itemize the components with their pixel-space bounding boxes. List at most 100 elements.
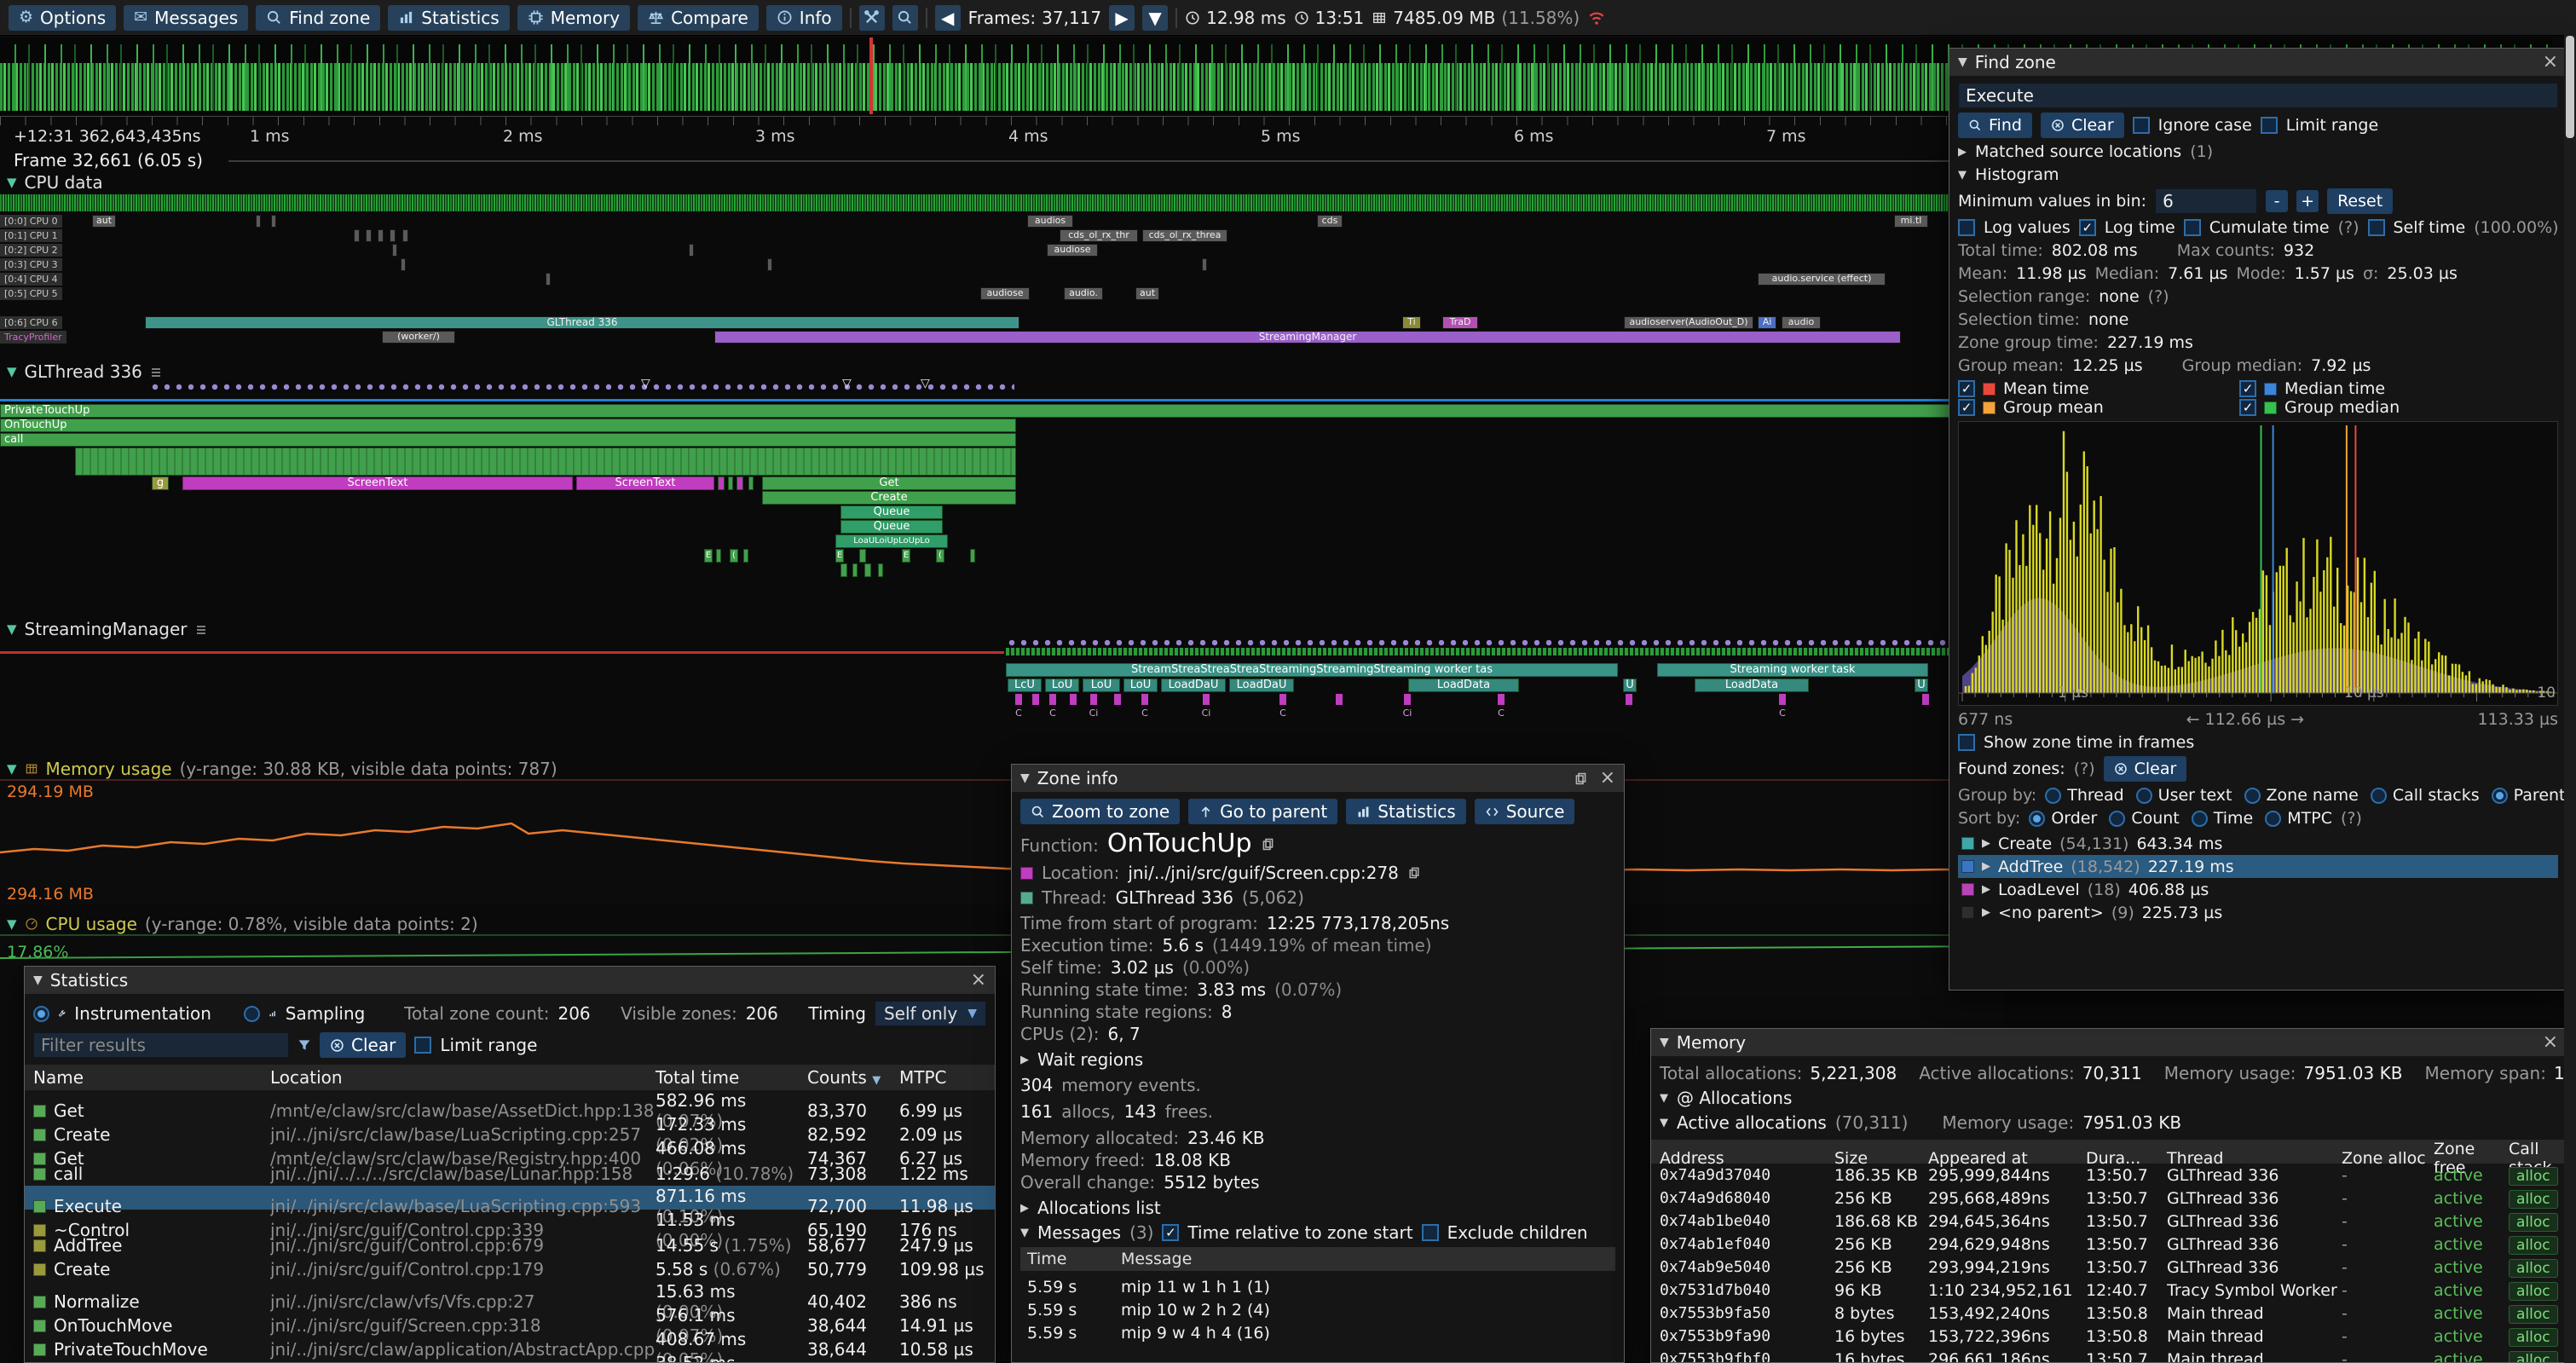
copy-icon[interactable] xyxy=(1574,771,1588,786)
alloc-callstack-button[interactable]: alloc xyxy=(2509,1259,2558,1278)
group-by-radio[interactable]: Thread xyxy=(2045,786,2123,805)
allocation-row[interactable]: 0x7553b9fa50 8 bytes 153,492,240ns 13:50… xyxy=(1651,1302,2567,1325)
expanded-arrow-icon[interactable]: ▼ xyxy=(1020,1227,1029,1239)
statistics-table-header[interactable]: Name Location Total time Counts ▼ MTPC xyxy=(25,1065,995,1090)
cpu-zone-segment[interactable] xyxy=(256,215,261,228)
tools-button[interactable] xyxy=(859,5,885,31)
go-to-parent-button[interactable]: Go to parent xyxy=(1188,799,1337,824)
min-bin-plus-button[interactable]: + xyxy=(2296,190,2319,212)
location-value[interactable]: jni/../jni/src/guif/Screen.cpp:278 xyxy=(1128,863,1399,883)
timeline-zone[interactable] xyxy=(878,563,883,577)
zoom-to-zone-button[interactable]: Zoom to zone xyxy=(1020,799,1180,824)
cpu-zone-segment[interactable] xyxy=(378,229,384,242)
cumulate-time-checkbox[interactable] xyxy=(2184,219,2201,236)
cpu-zone-segment[interactable]: audio. xyxy=(1064,287,1103,300)
frame-marker-icon[interactable]: ▽ xyxy=(921,377,930,390)
timeline-zone[interactable] xyxy=(736,476,743,490)
alloc-callstack-button[interactable]: alloc xyxy=(2509,1213,2558,1232)
scrollbar-thumb[interactable] xyxy=(2566,36,2574,138)
cpu-zone-segment[interactable]: TraD xyxy=(1442,316,1478,329)
statistics-row[interactable]: AddTree jni/../jni/src/guif/Control.cpp:… xyxy=(25,1233,995,1257)
collapse-arrow-icon[interactable]: ▼ xyxy=(33,973,43,987)
group-by-radio[interactable]: User text xyxy=(2136,786,2232,805)
messages-toggle-row[interactable]: ▼ Messages (3) Time relative to zone sta… xyxy=(1020,1222,1615,1243)
message-tick[interactable]: C xyxy=(1137,694,1152,723)
message-tick[interactable]: C xyxy=(1045,694,1060,723)
cpu-zone-segment[interactable]: aut xyxy=(92,215,116,228)
legend-checkbox[interactable] xyxy=(1958,399,1975,416)
message-tick[interactable]: Ci xyxy=(1400,694,1415,723)
timeline-zone[interactable]: ( xyxy=(936,549,944,563)
allocation-row[interactable]: 0x7553b9fbf0 16 bytes 296,661,186ns 13:5… xyxy=(1651,1348,2567,1363)
timeline-zone[interactable] xyxy=(743,549,748,563)
alloc-callstack-button[interactable]: alloc xyxy=(2509,1167,2558,1186)
ignore-case-checkbox[interactable] xyxy=(2133,117,2150,134)
close-icon[interactable]: × xyxy=(2543,53,2558,72)
legend-item[interactable]: Mean time xyxy=(1958,379,2239,398)
glthread-timeline[interactable]: ▽▽▽ PrivateTouchUpOnTouchUpcallgScreenTe… xyxy=(0,382,2003,583)
message-row[interactable]: 5.59 s mip 10 w 2 h 2 (4) xyxy=(1020,1298,1615,1321)
reset-button[interactable]: Reset xyxy=(2327,188,2393,214)
timeline-zone[interactable]: U xyxy=(1623,679,1637,692)
frame-marker-icon[interactable]: ▽ xyxy=(641,377,650,390)
close-icon[interactable]: × xyxy=(2543,1033,2558,1052)
cpu-zone-segment[interactable] xyxy=(366,229,372,242)
message-tick[interactable] xyxy=(1331,694,1347,723)
alloc-callstack-button[interactable]: alloc xyxy=(2509,1236,2558,1255)
timeline-zone[interactable] xyxy=(852,563,858,577)
cpu-zone-segment[interactable]: cds_ol_rx_threa xyxy=(1142,229,1227,242)
cpu-zone-segment[interactable]: audioserver(AudioOut_D) xyxy=(1624,316,1753,329)
memory-usage-graph[interactable]: 294.19 MB 294.16 MB xyxy=(0,779,2003,905)
collapse-arrow-icon[interactable]: ▼ xyxy=(7,175,17,190)
found-zone-group[interactable]: ▶ Create (54,131) 643.34 ms xyxy=(1958,832,2558,855)
vertical-scrollbar[interactable] xyxy=(2564,24,2576,1363)
streamingmanager-header[interactable]: ▼ StreamingManager xyxy=(7,619,207,639)
cpu-zone-segment[interactable]: (worker/) xyxy=(382,331,455,344)
timeline-zone[interactable]: E xyxy=(902,549,910,563)
timeline-zone[interactable]: U xyxy=(1915,679,1928,692)
sort-by-radio[interactable]: Count xyxy=(2109,809,2179,828)
alloc-callstack-button[interactable]: alloc xyxy=(2509,1282,2558,1301)
cpu-zone-segment[interactable] xyxy=(392,244,397,257)
timeline-zone[interactable]: LoaULoiUpLoUpLo xyxy=(835,534,948,548)
timeline-zone[interactable] xyxy=(728,476,733,490)
allocations-list-toggle[interactable]: ▶ Allocations list xyxy=(1020,1198,1615,1218)
timeline-zone[interactable]: Get xyxy=(762,476,1016,490)
cpu-zone-segment[interactable]: audio xyxy=(1782,316,1821,329)
timeline-zone[interactable]: E xyxy=(704,549,713,563)
statistics-button[interactable]: Statistics xyxy=(388,5,509,31)
collapsed-arrow-icon[interactable]: ▶ xyxy=(1982,906,1990,919)
legend-checkbox[interactable] xyxy=(1958,380,1975,397)
collapsed-arrow-icon[interactable]: ▶ xyxy=(1982,883,1990,896)
close-icon[interactable]: × xyxy=(1600,769,1615,788)
filter-funnel-icon[interactable] xyxy=(297,1038,311,1052)
memory-titlebar[interactable]: ▼ Memory × xyxy=(1651,1029,2567,1056)
timeline-zone[interactable] xyxy=(716,549,721,563)
collapse-arrow-icon[interactable]: ▼ xyxy=(1020,771,1030,785)
timeline-zone[interactable] xyxy=(840,563,847,577)
cpu-zone-segment[interactable]: audios xyxy=(1027,215,1073,228)
timeline-zone[interactable] xyxy=(75,448,1016,476)
cpu-data-header[interactable]: ▼ CPU data xyxy=(7,172,103,193)
messages-button[interactable]: ✉Messages xyxy=(124,5,248,31)
streaming-timeline[interactable]: StreamStreaStreaStreaStreamingStreamingS… xyxy=(0,639,2003,755)
column-counts[interactable]: Counts ▼ xyxy=(807,1067,899,1088)
column-location[interactable]: Location xyxy=(270,1067,656,1088)
log-values-checkbox[interactable] xyxy=(1958,219,1975,236)
histogram-toggle[interactable]: ▼Histogram xyxy=(1958,165,2558,184)
allocation-row[interactable]: 0x74a9d68040 256 KB 295,668,489ns 13:50.… xyxy=(1651,1187,2567,1210)
frame-label[interactable]: Frame 32,661 (6.05 s) xyxy=(14,150,203,170)
info-button[interactable]: Info xyxy=(766,5,842,31)
thread-options-icon[interactable] xyxy=(150,366,162,378)
statistics-row[interactable]: Execute jni/../jni/src/claw/base/LuaScri… xyxy=(25,1186,995,1210)
memory-button[interactable]: Memory xyxy=(517,5,630,31)
column-time[interactable]: Time xyxy=(1027,1250,1121,1268)
hint-icon[interactable]: (?) xyxy=(2341,809,2362,828)
cpu-zone-segment[interactable] xyxy=(1202,258,1207,271)
message-tick[interactable] xyxy=(1110,694,1125,723)
timeline-zone[interactable]: Streaming worker task xyxy=(1657,663,1928,677)
collapse-arrow-icon[interactable]: ▼ xyxy=(7,761,17,777)
min-bin-input[interactable]: 6 xyxy=(2155,188,2257,214)
time-relative-checkbox[interactable] xyxy=(1162,1224,1179,1241)
min-bin-minus-button[interactable]: - xyxy=(2266,190,2288,212)
